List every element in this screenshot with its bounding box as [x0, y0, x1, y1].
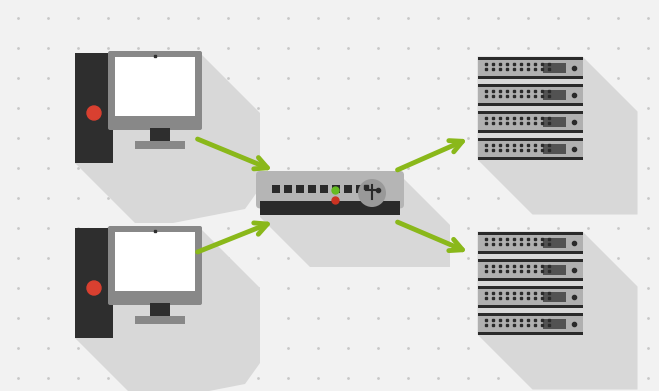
FancyBboxPatch shape [478, 235, 583, 251]
Circle shape [87, 281, 101, 295]
FancyBboxPatch shape [260, 201, 400, 215]
FancyBboxPatch shape [542, 63, 565, 72]
FancyBboxPatch shape [542, 264, 565, 274]
FancyBboxPatch shape [478, 138, 583, 140]
FancyBboxPatch shape [478, 140, 583, 156]
FancyBboxPatch shape [135, 316, 185, 324]
FancyBboxPatch shape [478, 251, 583, 253]
FancyBboxPatch shape [542, 117, 565, 127]
FancyBboxPatch shape [542, 90, 565, 99]
FancyBboxPatch shape [478, 289, 583, 305]
FancyBboxPatch shape [150, 303, 170, 318]
FancyBboxPatch shape [108, 226, 202, 305]
FancyBboxPatch shape [296, 185, 304, 193]
FancyBboxPatch shape [478, 57, 583, 59]
FancyBboxPatch shape [478, 84, 583, 86]
FancyBboxPatch shape [478, 305, 583, 307]
FancyBboxPatch shape [478, 285, 583, 289]
FancyBboxPatch shape [344, 185, 352, 193]
FancyBboxPatch shape [75, 228, 113, 338]
FancyBboxPatch shape [284, 185, 292, 193]
FancyBboxPatch shape [320, 185, 328, 193]
FancyBboxPatch shape [478, 332, 583, 334]
FancyBboxPatch shape [135, 141, 185, 149]
FancyBboxPatch shape [542, 319, 565, 328]
FancyBboxPatch shape [478, 258, 583, 262]
FancyBboxPatch shape [478, 59, 583, 75]
FancyBboxPatch shape [478, 129, 583, 133]
FancyBboxPatch shape [332, 185, 340, 193]
FancyBboxPatch shape [542, 237, 565, 248]
FancyBboxPatch shape [478, 113, 583, 129]
Polygon shape [75, 53, 260, 223]
FancyBboxPatch shape [108, 51, 202, 130]
Circle shape [87, 106, 101, 120]
FancyBboxPatch shape [150, 128, 170, 143]
Polygon shape [478, 231, 637, 389]
FancyBboxPatch shape [478, 86, 583, 102]
FancyBboxPatch shape [478, 262, 583, 278]
FancyBboxPatch shape [356, 185, 364, 193]
FancyBboxPatch shape [478, 102, 583, 106]
FancyBboxPatch shape [478, 231, 583, 235]
FancyBboxPatch shape [542, 143, 565, 154]
FancyBboxPatch shape [115, 57, 195, 116]
FancyBboxPatch shape [272, 185, 280, 193]
FancyBboxPatch shape [256, 171, 404, 208]
FancyBboxPatch shape [478, 111, 583, 113]
FancyBboxPatch shape [115, 232, 195, 291]
FancyBboxPatch shape [75, 53, 113, 163]
Circle shape [358, 179, 386, 207]
Polygon shape [478, 57, 637, 215]
FancyBboxPatch shape [542, 292, 565, 301]
FancyBboxPatch shape [308, 185, 316, 193]
Polygon shape [75, 228, 260, 391]
Polygon shape [260, 175, 450, 267]
FancyBboxPatch shape [478, 75, 583, 79]
FancyBboxPatch shape [478, 312, 583, 316]
FancyBboxPatch shape [478, 156, 583, 160]
FancyBboxPatch shape [478, 316, 583, 332]
FancyBboxPatch shape [478, 278, 583, 280]
